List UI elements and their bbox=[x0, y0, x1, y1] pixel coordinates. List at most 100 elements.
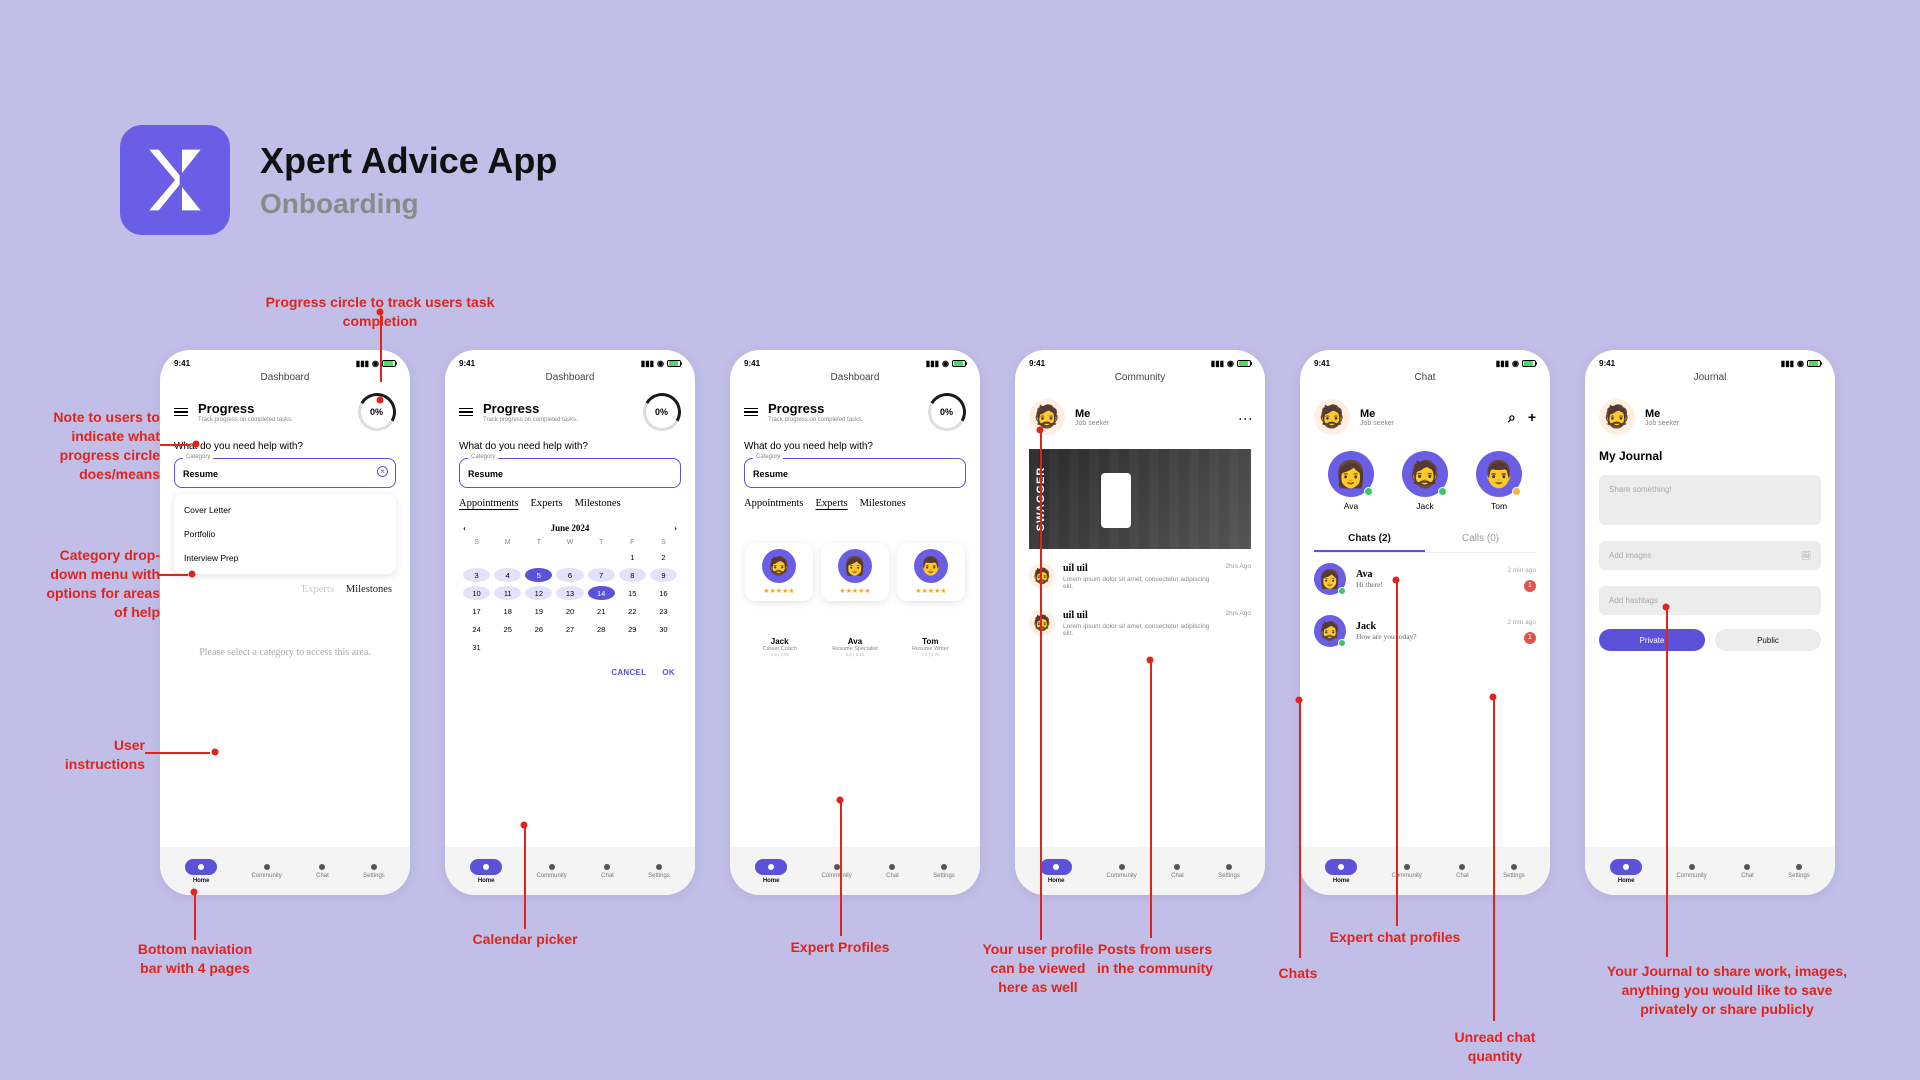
nav-settings[interactable]: Settings bbox=[1788, 864, 1810, 879]
phone-chat: 9:41▮▮▮◉ Chat 🧔 MeJob seeker ⌕+ 👩Ava 🧔Ja… bbox=[1300, 350, 1550, 895]
chat-tabs: Chats (2) Calls (0) bbox=[1314, 527, 1536, 553]
annot: Your user profile can be viewed here as … bbox=[978, 940, 1098, 997]
phone-experts: 9:41▮▮▮◉ Dashboard ProgressTrack progres… bbox=[730, 350, 980, 895]
screen-title: Dashboard bbox=[445, 370, 695, 389]
tab-chats[interactable]: Chats (2) bbox=[1314, 527, 1425, 552]
calendar-month: June 2024 bbox=[551, 523, 590, 533]
category-field[interactable]: Category Resume bbox=[744, 458, 966, 488]
title-block: Xpert Advice App Onboarding bbox=[260, 140, 557, 220]
nav-settings[interactable]: Settings bbox=[648, 864, 670, 879]
nav-community[interactable]: Community bbox=[536, 864, 566, 879]
phone-mockups: 9:41 ▮▮▮◉ Dashboard Progress Track progr… bbox=[160, 350, 1835, 895]
add-images-input[interactable]: Add images🖼 bbox=[1599, 541, 1821, 570]
nav-chat[interactable]: Chat bbox=[1741, 864, 1754, 879]
menu-icon[interactable] bbox=[744, 408, 758, 417]
chat-avatar[interactable]: 👩Ava bbox=[1328, 451, 1374, 511]
tab-milestones[interactable]: Milestones bbox=[860, 498, 906, 509]
nav-home[interactable]: Home bbox=[1610, 859, 1642, 884]
user-header[interactable]: 🧔 MeJob seeker ⋮ bbox=[1015, 389, 1265, 445]
expert-cards: 🧔★★★★★ 👩★★★★★ 👨★★★★★ bbox=[730, 519, 980, 625]
nav-home[interactable]: Home bbox=[185, 859, 217, 884]
tab-experts[interactable]: Experts bbox=[816, 498, 848, 509]
screen-title: Community bbox=[1015, 370, 1265, 389]
dropdown-item[interactable]: Portfolio bbox=[174, 522, 396, 546]
nav-home[interactable]: Home bbox=[470, 859, 502, 884]
private-button[interactable]: Private bbox=[1599, 629, 1705, 651]
page-subtitle: Onboarding bbox=[260, 188, 557, 220]
annot: Category drop-down menu with options for… bbox=[30, 546, 160, 622]
nav-home[interactable]: Home bbox=[1040, 859, 1072, 884]
nav-home[interactable]: Home bbox=[1325, 859, 1357, 884]
nav-home[interactable]: Home bbox=[755, 859, 787, 884]
nav-chat[interactable]: Chat bbox=[886, 864, 899, 879]
nav-chat[interactable]: Chat bbox=[1456, 864, 1469, 879]
status-time: 9:41 bbox=[174, 359, 190, 368]
app-logo bbox=[120, 125, 230, 235]
tab-milestones[interactable]: Milestones bbox=[346, 584, 392, 595]
tab-appointments[interactable]: Appointments bbox=[744, 498, 804, 509]
chat-row[interactable]: 👩 AvaHi there! 2 min ago1 bbox=[1300, 553, 1550, 605]
clear-icon[interactable]: × bbox=[377, 466, 388, 477]
chevron-right-icon[interactable]: › bbox=[674, 523, 677, 533]
public-button[interactable]: Public bbox=[1715, 629, 1821, 651]
journal-heading: My Journal bbox=[1585, 445, 1835, 467]
phone-dashboard-dropdown: 9:41 ▮▮▮◉ Dashboard Progress Track progr… bbox=[160, 350, 410, 895]
annot: Posts from users in the community bbox=[1095, 940, 1215, 978]
calendar-picker[interactable]: ‹June 2024› SMTWTFS123456789101112131415… bbox=[445, 519, 695, 658]
annot: Bottom naviation bar with 4 pages bbox=[130, 940, 260, 978]
menu-icon[interactable] bbox=[459, 408, 473, 417]
tab-appointments[interactable]: Appointments bbox=[459, 498, 519, 509]
nav-chat[interactable]: Chat bbox=[316, 864, 329, 879]
chat-avatar[interactable]: 👨Tom bbox=[1476, 451, 1522, 511]
add-icon[interactable]: + bbox=[1528, 409, 1536, 426]
dropdown-item[interactable]: Cover Letter bbox=[174, 498, 396, 522]
annot: Note to users to indicate what progress … bbox=[20, 408, 160, 484]
community-post-image[interactable]: SWAGGER bbox=[1029, 449, 1251, 549]
nav-community[interactable]: Community bbox=[251, 864, 281, 879]
nav-chat[interactable]: Chat bbox=[601, 864, 614, 879]
nav-community[interactable]: Community bbox=[1676, 864, 1706, 879]
chat-row[interactable]: 🧔 JackHow are you today? 2 min ago1 bbox=[1300, 605, 1550, 657]
nav-community[interactable]: Community bbox=[1106, 864, 1136, 879]
category-dropdown[interactable]: Cover Letter Portfolio Interview Prep bbox=[174, 494, 396, 574]
progress-ring: 0% bbox=[354, 389, 401, 436]
community-post[interactable]: 🧔 uil uilLorem ipsum dolor sit amet, con… bbox=[1015, 600, 1265, 647]
add-hashtags-input[interactable]: Add hashtags bbox=[1599, 586, 1821, 615]
nav-settings[interactable]: Settings bbox=[933, 864, 955, 879]
progress-heading: Progress bbox=[198, 401, 348, 416]
calendar-cancel[interactable]: CANCEL bbox=[611, 668, 646, 677]
expert-card[interactable]: 👨★★★★★ bbox=[897, 543, 965, 601]
nav-settings[interactable]: Settings bbox=[1503, 864, 1525, 879]
community-post[interactable]: 🧔 uil uilLorem ipsum dolor sit amet, con… bbox=[1015, 553, 1265, 600]
bottom-nav: Home Community Chat Settings bbox=[160, 847, 410, 895]
tab-experts[interactable]: Experts bbox=[302, 584, 334, 595]
expert-card[interactable]: 👩★★★★★ bbox=[821, 543, 889, 601]
nav-chat[interactable]: Chat bbox=[1171, 864, 1184, 879]
kebab-icon[interactable]: ⋮ bbox=[1237, 412, 1254, 423]
menu-icon[interactable] bbox=[174, 408, 188, 417]
screen-title: Dashboard bbox=[730, 370, 980, 389]
annot: Calendar picker bbox=[455, 930, 595, 949]
nav-community[interactable]: Community bbox=[821, 864, 851, 879]
annot: Expert chat profiles bbox=[1325, 928, 1465, 947]
chat-profile-row: 👩Ava 🧔Jack 👨Tom bbox=[1300, 445, 1550, 511]
expert-card[interactable]: 🧔★★★★★ bbox=[745, 543, 813, 601]
dropdown-item[interactable]: Interview Prep bbox=[174, 546, 396, 570]
page-header: Xpert Advice App Onboarding bbox=[120, 125, 557, 235]
share-input[interactable]: Share something! bbox=[1599, 475, 1821, 525]
chat-avatar[interactable]: 🧔Jack bbox=[1402, 451, 1448, 511]
tab-experts[interactable]: Experts bbox=[531, 498, 563, 509]
screen-title: Dashboard bbox=[160, 370, 410, 389]
nav-settings[interactable]: Settings bbox=[363, 864, 385, 879]
category-field[interactable]: Category Resume bbox=[459, 458, 681, 488]
avatar[interactable]: 🧔 bbox=[1029, 399, 1065, 435]
annot: Expert Profiles bbox=[770, 938, 910, 957]
calendar-ok[interactable]: OK bbox=[662, 668, 675, 677]
nav-settings[interactable]: Settings bbox=[1218, 864, 1240, 879]
annot: Unread chat quantity bbox=[1440, 1028, 1550, 1066]
tab-milestones[interactable]: Milestones bbox=[575, 498, 621, 509]
tab-calls[interactable]: Calls (0) bbox=[1425, 527, 1536, 552]
search-icon[interactable]: ⌕ bbox=[1508, 409, 1516, 426]
annot: Your Journal to share work, images, anyt… bbox=[1602, 962, 1852, 1019]
category-field[interactable]: Category Resume × bbox=[174, 458, 396, 488]
